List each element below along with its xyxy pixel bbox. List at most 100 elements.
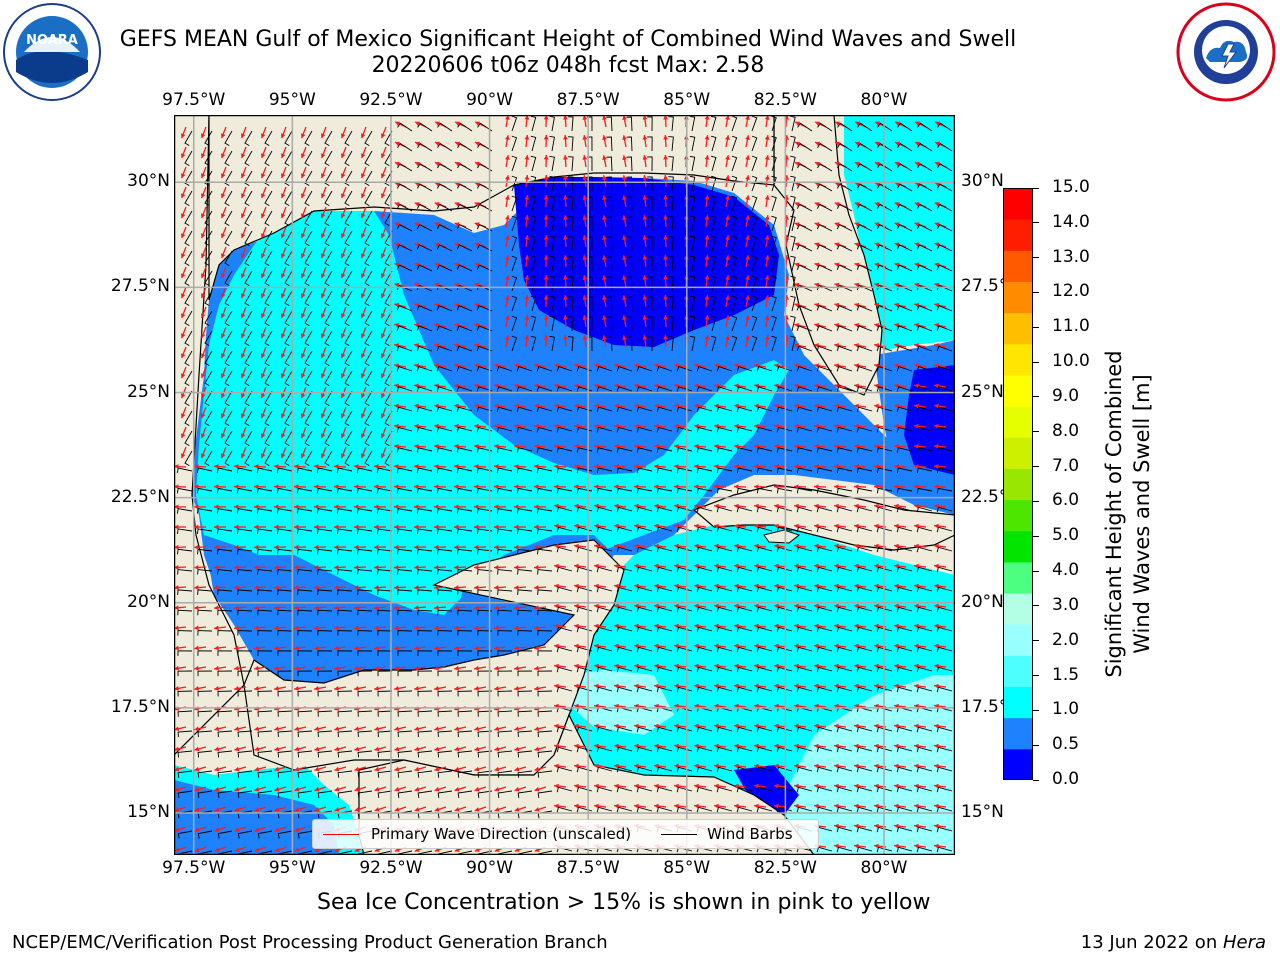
wave-arrow-head	[374, 504, 379, 510]
wind-barb	[736, 586, 753, 593]
colorbar-swatch	[1003, 188, 1033, 220]
wave-arrow-head	[340, 433, 346, 439]
wind-barb	[177, 770, 193, 778]
wave-arrow-head	[174, 464, 179, 469]
wind-barb	[816, 546, 833, 553]
wind-barb	[816, 766, 833, 773]
wave-arrow-head	[254, 504, 259, 510]
wind-barb	[530, 215, 537, 232]
wind-barb	[549, 235, 555, 252]
wind-barb	[816, 305, 833, 312]
wave-arrow-head	[694, 743, 699, 749]
wave-arrow-head	[534, 746, 540, 752]
wave-arrow-head	[642, 235, 648, 240]
wind-barb	[477, 609, 493, 616]
wind-barb	[184, 370, 193, 387]
wind-barb	[537, 548, 553, 555]
wave-arrow-head	[794, 563, 799, 569]
wave-arrow-head	[314, 786, 320, 792]
wind-barb	[636, 646, 653, 653]
wind-barb	[616, 646, 633, 653]
wave-arrow-head	[934, 484, 939, 490]
wave-arrow-head	[454, 423, 459, 429]
wind-barb	[536, 386, 553, 392]
wave-arrow-head	[380, 253, 386, 259]
wind-barb	[337, 790, 353, 799]
wind-barb	[417, 548, 433, 555]
wind-barb	[716, 366, 733, 372]
wave-arrow-head	[854, 743, 859, 749]
wind-barb	[568, 276, 574, 292]
wave-arrow-head	[454, 585, 459, 590]
wave-arrow-head	[574, 503, 579, 509]
wave-arrow-head	[714, 643, 719, 649]
wave-arrow-head	[634, 663, 639, 669]
wind-barb	[297, 690, 313, 697]
wind-barb	[936, 345, 953, 352]
wave-arrow-head	[174, 807, 180, 812]
wave-arrow-head	[414, 443, 419, 449]
wave-arrow-head	[654, 464, 659, 469]
wind-barb	[896, 806, 913, 813]
wind-barb	[936, 203, 953, 212]
wind-barb	[636, 386, 653, 392]
wave-arrow-head	[694, 503, 699, 509]
wind-barb	[776, 786, 793, 793]
wind-barb	[177, 790, 193, 799]
wind-barb	[516, 366, 533, 372]
wave-arrow-head	[754, 663, 759, 669]
wind-barb	[356, 528, 373, 535]
colorbar-swatch	[1003, 219, 1033, 251]
wave-arrow-head	[754, 583, 759, 589]
wave-arrow-head	[694, 464, 699, 469]
wind-barb	[556, 806, 573, 813]
wind-barb	[916, 806, 933, 813]
wave-arrow-head	[725, 155, 730, 160]
wind-barb	[647, 176, 653, 192]
wave-arrow-head	[734, 503, 739, 509]
wind-barb	[264, 210, 273, 227]
wind-barb	[496, 447, 513, 453]
wind-barb	[606, 236, 613, 252]
wave-arrow-head	[505, 155, 510, 160]
wave-arrow-head	[602, 135, 607, 141]
wave-arrow-head	[774, 363, 779, 369]
wave-arrow-head	[894, 302, 900, 308]
wave-arrow-head	[543, 155, 549, 160]
colorbar-swatch	[1003, 655, 1033, 688]
wave-arrow-head	[234, 665, 239, 671]
wind-barb	[476, 345, 493, 352]
wave-arrow-head	[280, 393, 286, 399]
wave-arrow-head	[794, 683, 799, 689]
wind-barb	[896, 746, 913, 753]
wind-barb	[816, 686, 833, 693]
wave-arrow-head	[614, 643, 619, 649]
wind-barb	[736, 806, 753, 813]
wind-barb	[877, 163, 893, 172]
wind-barb	[876, 506, 893, 513]
wind-barb	[457, 589, 473, 595]
wind-barb	[896, 183, 913, 192]
wave-arrow-head	[434, 343, 439, 348]
wind-barb	[277, 730, 293, 738]
wind-barb	[636, 766, 653, 773]
wind-barb	[896, 826, 913, 833]
wave-arrow-head	[574, 743, 579, 749]
wave-arrow-head	[474, 665, 479, 671]
wave-arrow-head	[754, 363, 759, 369]
wave-arrow-head	[814, 643, 819, 649]
wind-barb	[517, 548, 533, 555]
wind-barb	[876, 366, 893, 372]
wave-arrow-head	[835, 141, 841, 147]
wind-barb	[437, 609, 453, 616]
wave-arrow-head	[194, 726, 200, 732]
colorbar-tick-mark	[1033, 396, 1039, 398]
wind-barb	[497, 569, 513, 575]
wave-arrow-head	[220, 253, 226, 259]
wave-arrow-head	[534, 443, 539, 449]
wave-arrow-head	[374, 746, 380, 752]
wave-arrow-head	[734, 663, 739, 669]
wind-barb	[736, 406, 753, 413]
wind-barb	[384, 330, 393, 347]
lon-tick-label-bottom: 97.5°W	[162, 858, 226, 878]
